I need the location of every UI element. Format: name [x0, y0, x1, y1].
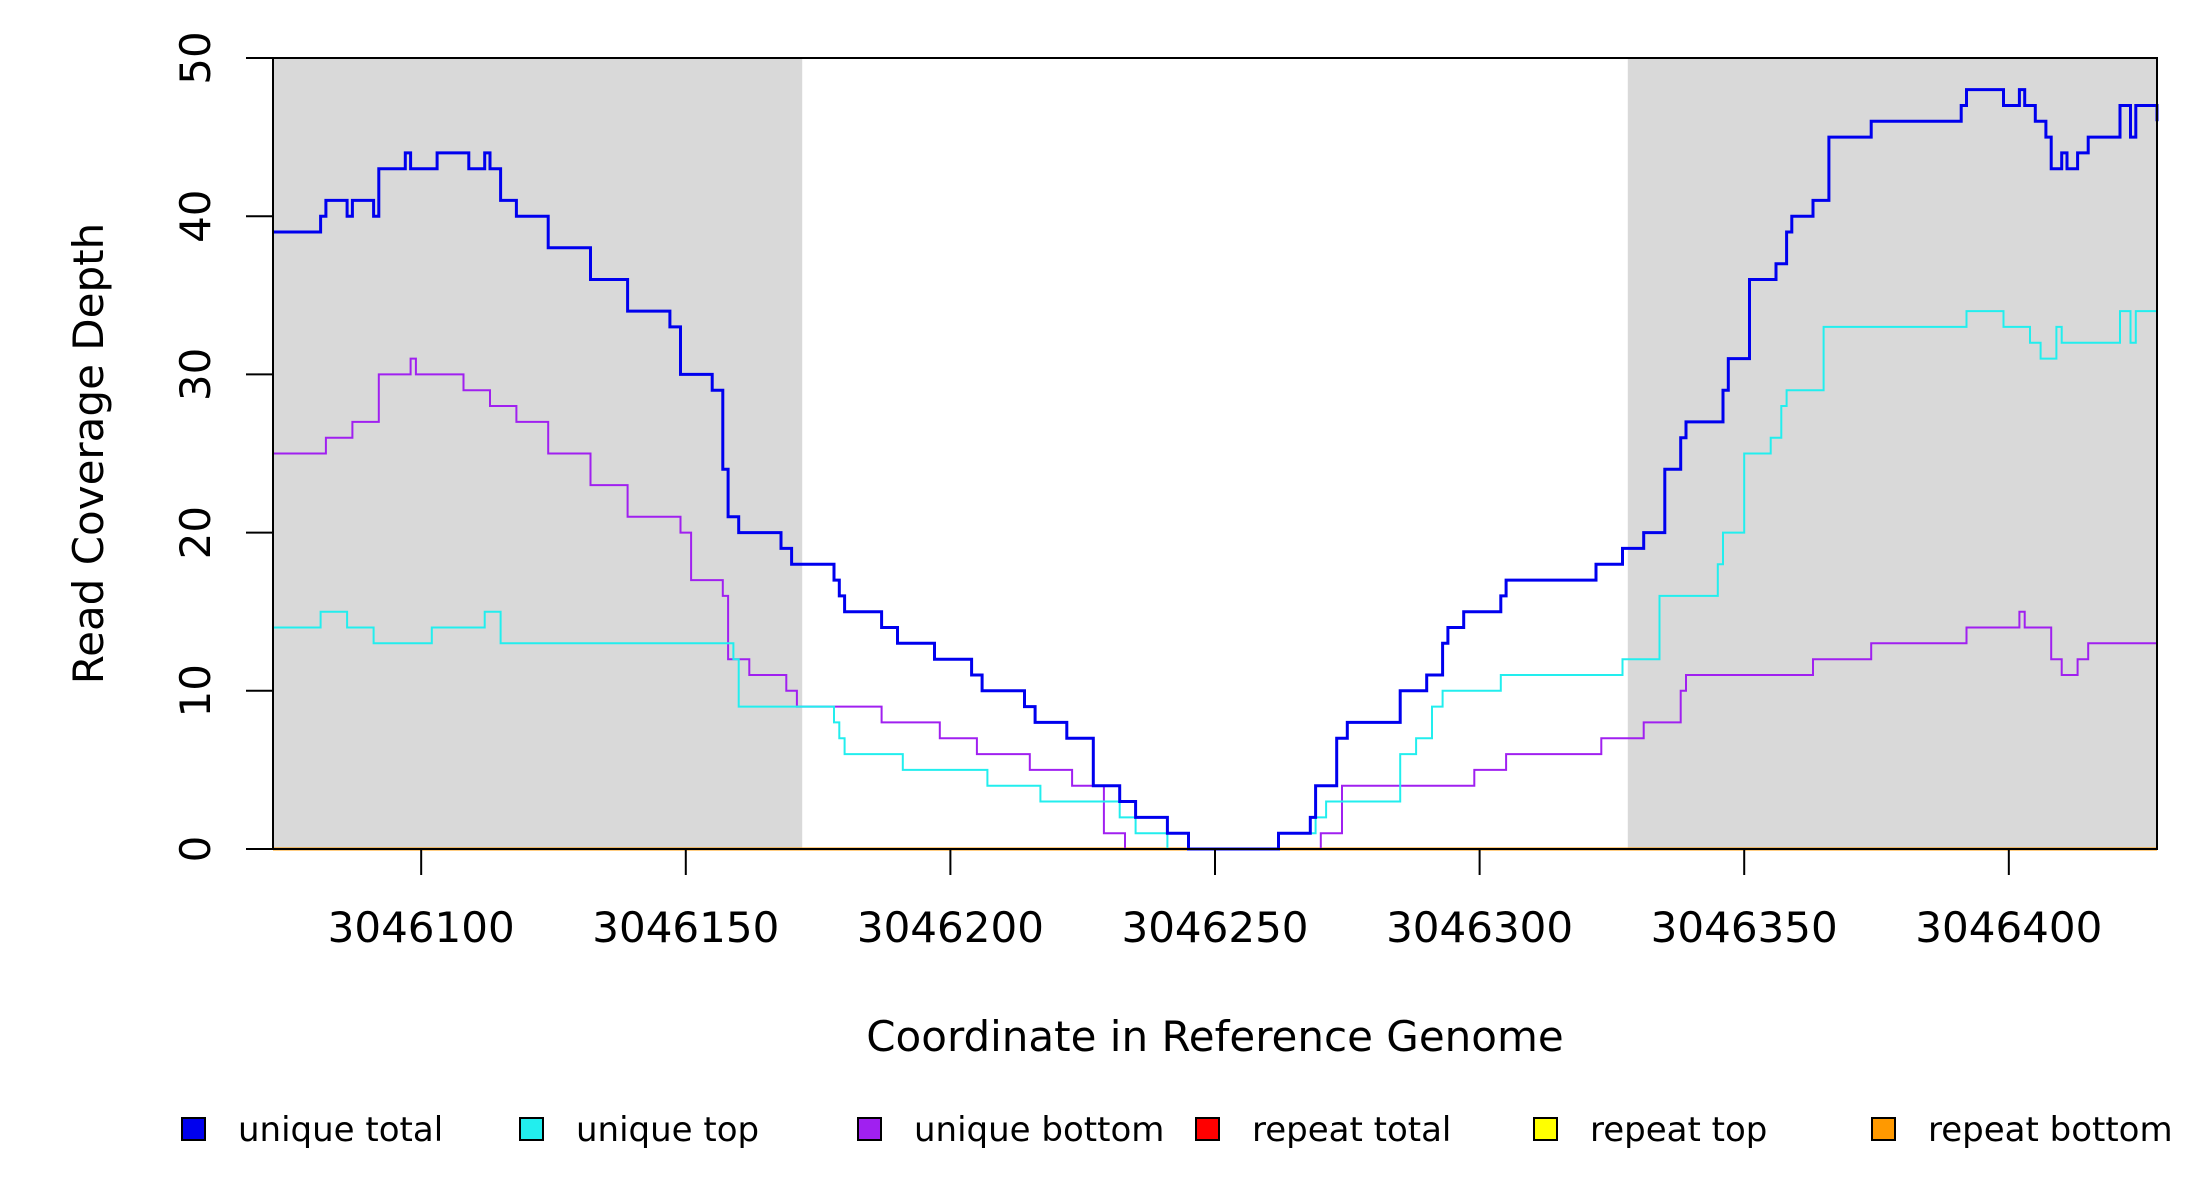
x-tick-label: 3046400: [1915, 903, 2102, 952]
x-axis-title: Coordinate in Reference Genome: [866, 1012, 1564, 1061]
x-tick-label: 3046100: [328, 903, 515, 952]
legend-swatch-repeat-bottom: [1871, 1117, 1896, 1141]
legend: unique total unique top unique bottom repea…: [181, 1110, 2173, 1150]
y-axis: 0 10 20 30 40 50: [171, 31, 273, 862]
legend-swatch-unique-bottom: [857, 1117, 882, 1141]
y-tick-label: 20: [171, 506, 220, 559]
y-tick-label: 0: [171, 836, 220, 863]
legend-label-unique-top: unique top: [576, 1110, 759, 1150]
y-tick-label: 50: [171, 31, 220, 84]
y-tick-label: 10: [171, 664, 220, 717]
x-tick-label: 3046200: [857, 903, 1044, 952]
legend-label-repeat-bottom: repeat bottom: [1928, 1110, 2173, 1150]
legend-label-unique-bottom: unique bottom: [914, 1110, 1164, 1150]
legend-label-repeat-total: repeat total: [1252, 1110, 1451, 1150]
legend-swatch-unique-top: [519, 1117, 544, 1141]
shaded-region-2: [1627, 58, 2157, 849]
legend-label-unique-total: unique total: [238, 1110, 443, 1150]
series-line-unique-top: [273, 310, 2158, 850]
legend-swatch-repeat-total: [1195, 1117, 1220, 1141]
x-tick-label: 3046350: [1651, 903, 1838, 952]
legend-swatch-repeat-top: [1533, 1117, 1558, 1141]
shaded-region-1: [273, 58, 803, 849]
x-tick-label: 3046250: [1121, 903, 1308, 952]
series-line-unique-total: [273, 88, 2159, 851]
legend-swatch-unique-total: [181, 1117, 206, 1141]
y-tick-label: 40: [171, 189, 220, 242]
legend-label-repeat-top: repeat top: [1590, 1110, 1767, 1150]
y-axis-title: Read Coverage Depth: [64, 223, 113, 684]
y-tick-label: 30: [171, 348, 220, 401]
x-tick-label: 3046300: [1386, 903, 1573, 952]
shaded-regions: [273, 58, 2157, 849]
series-line-unique-bottom: [273, 357, 2157, 850]
x-axis: 3046100 3046150 3046200 3046250 3046300 30463…: [328, 849, 2102, 952]
x-tick-label: 3046150: [592, 903, 779, 952]
